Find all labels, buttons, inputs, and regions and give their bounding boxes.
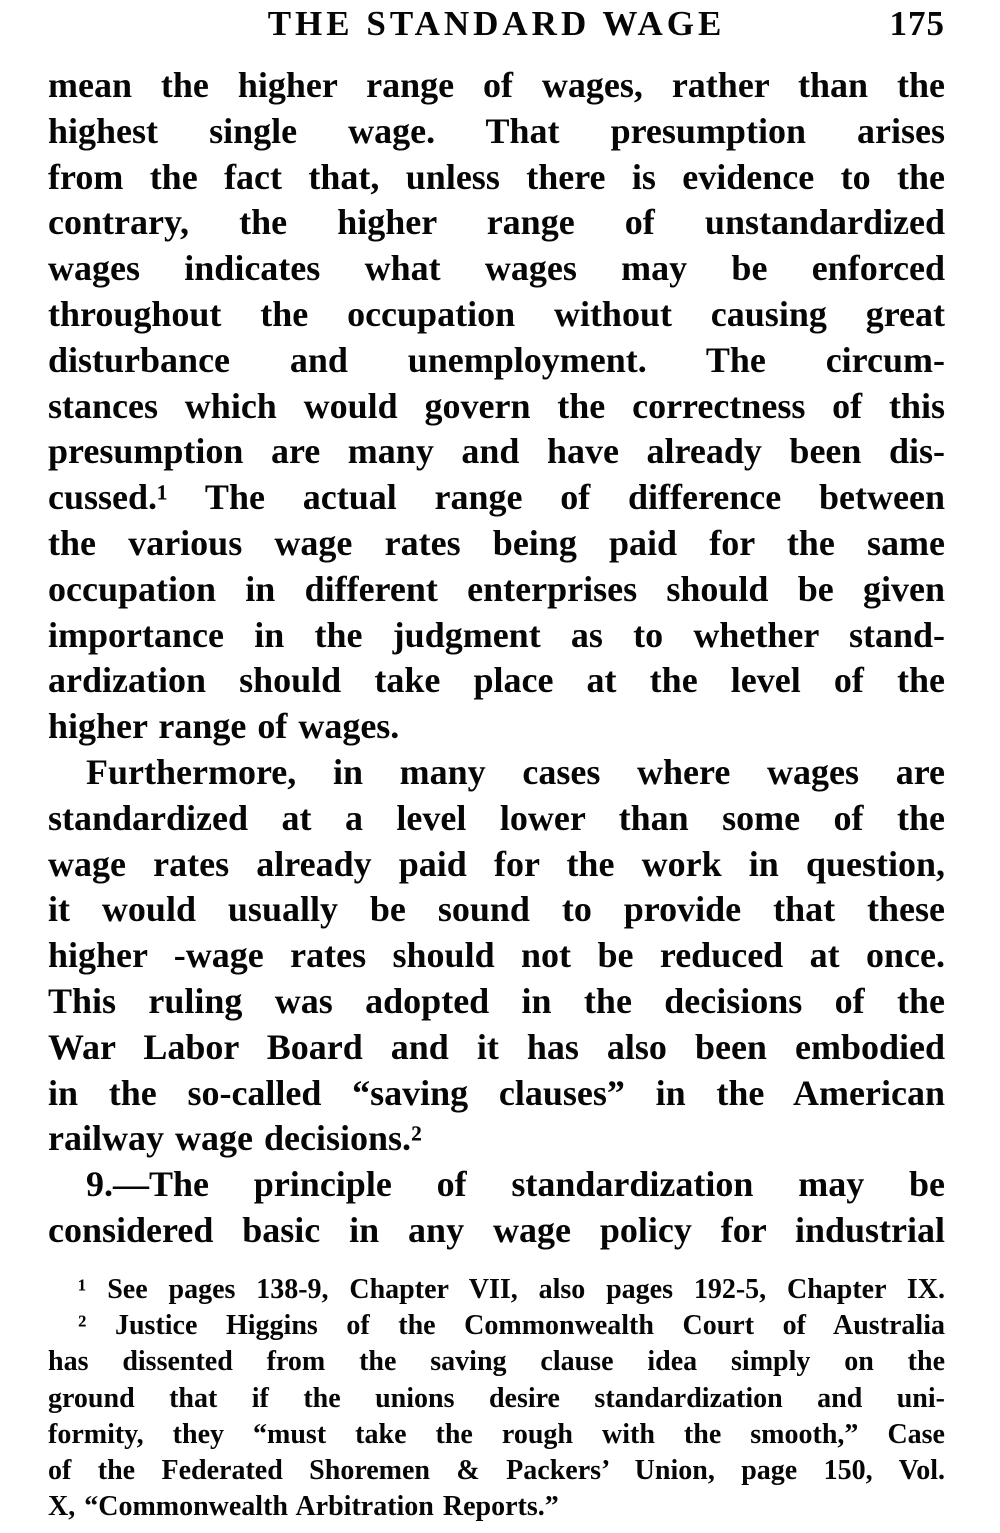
body-text: mean the higher range of wages, rather t…	[48, 63, 945, 1254]
text-line: it would usually be sound to provide tha…	[48, 889, 945, 930]
text-line: disturbance and unemployment. The circum…	[48, 339, 945, 380]
text-line: throughout the occupation without causin…	[48, 293, 945, 334]
text-line: occupation in different enterprises shou…	[48, 568, 945, 609]
text-line: This ruling was adopted in the decisions…	[48, 980, 945, 1021]
text-line: wage rates already paid for the work in …	[48, 843, 945, 884]
text-line: cussed.¹ The actual range of difference …	[48, 477, 945, 518]
text-line: ¹ See pages 138-9, Chapter VII, also pag…	[78, 1274, 945, 1305]
text-line: 9.—The principle of standardization may …	[86, 1164, 945, 1205]
text-line: standardized at a level lower than some …	[48, 797, 945, 838]
text-line: higher -wage rates should not be reduced…	[48, 935, 945, 976]
running-title: THE STANDARD WAGE	[267, 4, 726, 43]
text-line: ² Justice Higgins of the Commonwealth Co…	[78, 1310, 945, 1342]
text-line: mean the higher range of wages, rather t…	[48, 65, 945, 105]
text-line: higher range of wages.	[48, 706, 400, 747]
page-header: THE STANDARD WAGE 175	[48, 4, 945, 50]
text-line: presumption are many and have already be…	[48, 431, 945, 472]
text-line: War Labor Board and it has also been emb…	[48, 1026, 945, 1067]
text-line: from the fact that, unless there is evid…	[48, 156, 945, 197]
footnotes: ¹ See pages 138-9, Chapter VII, also pag…	[48, 1272, 945, 1525]
text-line: in the so-called “saving clauses” in the…	[48, 1072, 945, 1113]
text-line: ardization should take place at the leve…	[48, 660, 945, 701]
text-line: formity, they “must take the rough with …	[48, 1418, 945, 1450]
text-line: of the Federated Shoremen & Packers’ Uni…	[48, 1455, 945, 1487]
text-line: railway wage decisions.²	[48, 1118, 422, 1159]
text-line: contrary, the higher range of unstandard…	[48, 202, 945, 243]
text-line: stances which would govern the correctne…	[48, 385, 945, 426]
page-number: 175	[889, 4, 945, 43]
text-line: wages indicates what wages may be enforc…	[48, 248, 945, 289]
text-line: Furthermore, in many cases where wages a…	[86, 751, 945, 792]
text-line: has dissented from the saving clause ide…	[48, 1346, 945, 1378]
text-line: X, “Commonwealth Arbitration Reports.”	[48, 1491, 559, 1523]
text-line: considered basic in any wage policy for …	[48, 1209, 945, 1250]
text-line: the various wage rates being paid for th…	[48, 522, 945, 563]
text-line: ground that if the unions desire standar…	[48, 1382, 945, 1414]
text-line: importance in the judgment as to whether…	[48, 614, 945, 655]
text-line: highest single wage. That presumption ar…	[48, 110, 945, 151]
